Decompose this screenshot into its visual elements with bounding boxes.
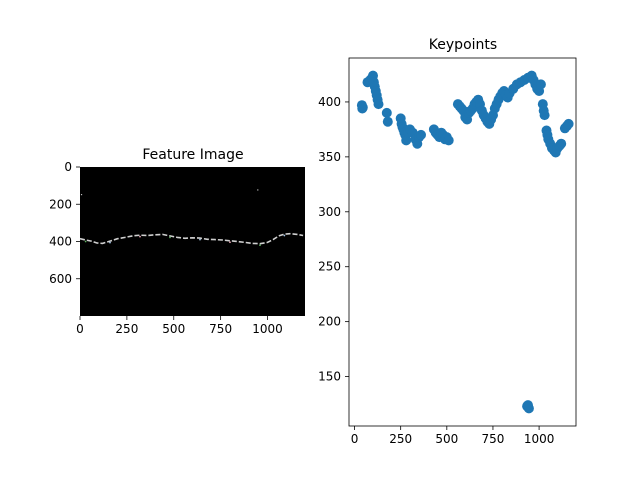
feature-image-trace (79, 189, 304, 247)
y-tick-label: 200 (318, 315, 341, 329)
keypoint-marker (443, 135, 454, 146)
feature-speck (257, 189, 259, 191)
feature-speck (80, 194, 83, 196)
keypoints-plot-frame (348, 57, 577, 427)
keypoint-marker (382, 116, 393, 127)
feature-accent-dot (139, 235, 141, 238)
feature-image-x-ticks: 0 250 500 750 1000 (76, 316, 283, 336)
feature-accent-dot (84, 240, 87, 243)
feature-accent-dot (199, 238, 201, 241)
feature-accent-dot (229, 241, 231, 244)
keypoint-marker (416, 129, 426, 140)
keypoints-y-ticks: 150 200 250 300 350 400 (318, 95, 349, 384)
x-tick-label: 250 (115, 322, 138, 336)
keypoints-scatter-points (356, 70, 574, 414)
feature-image-plot-area (80, 167, 305, 316)
keypoint-marker (357, 102, 368, 113)
feature-image-title: Feature Image (142, 147, 243, 163)
keypoint-marker (563, 118, 574, 129)
x-tick-label: 250 (389, 432, 412, 446)
feature-accent-dot (169, 236, 171, 239)
x-tick-label: 500 (162, 322, 185, 336)
feature-trace-line (79, 232, 304, 245)
y-tick-label: 0 (64, 160, 72, 174)
keypoints-title: Keypoints (429, 37, 497, 53)
y-tick-label: 300 (318, 205, 341, 219)
feature-accent-dot (109, 241, 111, 244)
y-tick-label: 400 (49, 235, 72, 249)
x-tick-label: 1000 (524, 432, 555, 446)
y-tick-label: 200 (49, 197, 72, 211)
keypoint-marker (373, 99, 384, 110)
x-tick-label: 750 (209, 322, 232, 336)
y-tick-label: 150 (318, 370, 341, 384)
keypoint-marker (539, 110, 550, 121)
y-tick-label: 400 (318, 95, 341, 109)
feature-image-axes: Feature Image 0 250 500 750 1000 0 200 400 600 (49, 147, 305, 336)
keypoint-marker (401, 135, 412, 146)
x-tick-label: 1000 (252, 322, 283, 336)
keypoint-marker (523, 400, 533, 411)
x-tick-label: 500 (435, 432, 458, 446)
x-tick-label: 0 (351, 432, 359, 446)
x-tick-label: 750 (481, 432, 504, 446)
keypoint-marker (556, 138, 567, 149)
feature-accent-dot (259, 244, 261, 247)
x-tick-label: 0 (76, 322, 84, 336)
y-tick-label: 600 (49, 272, 72, 286)
feature-accent-dot (283, 234, 286, 237)
keypoints-axes: Keypoints 0 250 500 750 1000 150 200 250 300 350… (318, 37, 577, 446)
keypoint-marker (381, 107, 392, 118)
feature-image-y-ticks: 0 200 400 600 (49, 160, 80, 286)
keypoint-marker (535, 79, 546, 90)
y-tick-label: 250 (318, 260, 341, 274)
keypoints-x-ticks: 0 250 500 750 1000 (351, 426, 555, 446)
y-tick-label: 350 (318, 150, 341, 164)
